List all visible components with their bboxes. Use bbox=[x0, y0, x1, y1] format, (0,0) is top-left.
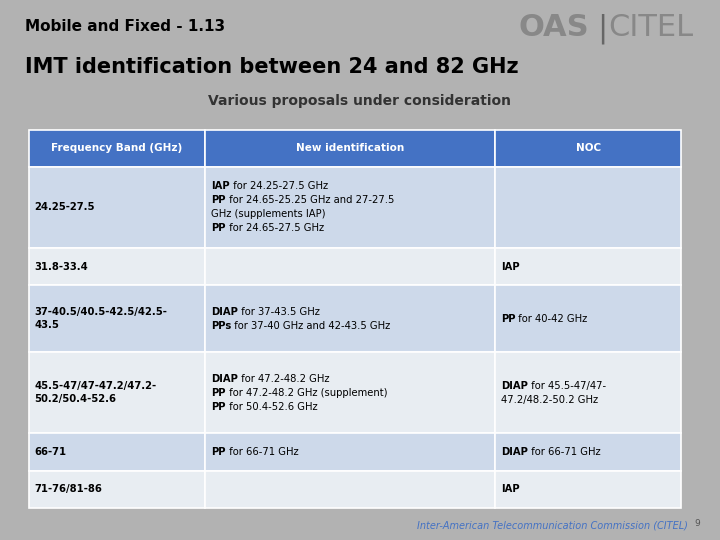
Bar bbox=[29, 285, 205, 352]
Text: 45.5-47/47-47.2/47.2-
50.2/50.4-52.6: 45.5-47/47-47.2/47.2- 50.2/50.4-52.6 bbox=[35, 381, 157, 404]
Text: PP: PP bbox=[211, 195, 225, 205]
Text: 66-71: 66-71 bbox=[35, 447, 67, 457]
Text: for 66-71 GHz: for 66-71 GHz bbox=[528, 447, 600, 457]
Text: Inter-American Telecommunication Commission (CITEL): Inter-American Telecommunication Commiss… bbox=[417, 520, 688, 530]
Text: for 37-43.5 GHz: for 37-43.5 GHz bbox=[238, 307, 320, 316]
Text: 9: 9 bbox=[694, 519, 700, 528]
Text: IMT identification between 24 and 82 GHz: IMT identification between 24 and 82 GHz bbox=[25, 57, 519, 77]
Text: DIAP: DIAP bbox=[501, 381, 528, 391]
Bar bbox=[205, 470, 495, 508]
Text: PPs: PPs bbox=[211, 321, 231, 330]
Bar bbox=[29, 167, 205, 248]
Text: for 24.65-27.5 GHz: for 24.65-27.5 GHz bbox=[225, 224, 324, 233]
Text: IAP: IAP bbox=[501, 484, 519, 494]
Text: 24.25-27.5: 24.25-27.5 bbox=[35, 202, 95, 212]
Text: PP: PP bbox=[501, 314, 516, 323]
Text: OAS: OAS bbox=[518, 14, 589, 43]
Text: for 47.2-48.2 GHz (supplement): for 47.2-48.2 GHz (supplement) bbox=[225, 388, 387, 398]
Text: 71-76/81-86: 71-76/81-86 bbox=[35, 484, 102, 494]
Text: for 47.2-48.2 GHz: for 47.2-48.2 GHz bbox=[238, 374, 330, 384]
Text: PP: PP bbox=[211, 447, 225, 457]
Bar bbox=[205, 434, 495, 470]
Bar bbox=[29, 352, 205, 434]
Bar bbox=[29, 470, 205, 508]
Bar bbox=[495, 285, 681, 352]
Bar bbox=[205, 130, 495, 167]
Text: 31.8-33.4: 31.8-33.4 bbox=[35, 262, 89, 272]
Bar bbox=[29, 248, 205, 285]
Bar bbox=[495, 352, 681, 434]
Text: for 50.4-52.6 GHz: for 50.4-52.6 GHz bbox=[225, 402, 318, 412]
Text: DIAP: DIAP bbox=[211, 307, 238, 316]
Bar bbox=[495, 248, 681, 285]
Bar bbox=[205, 167, 495, 248]
Text: PP: PP bbox=[211, 224, 225, 233]
Text: 47.2/48.2-50.2 GHz: 47.2/48.2-50.2 GHz bbox=[501, 395, 598, 405]
Text: 37-40.5/40.5-42.5/42.5-
43.5: 37-40.5/40.5-42.5/42.5- 43.5 bbox=[35, 307, 168, 330]
Text: NOC: NOC bbox=[576, 143, 600, 153]
Bar bbox=[495, 167, 681, 248]
Bar bbox=[205, 285, 495, 352]
Text: IAP: IAP bbox=[211, 181, 230, 191]
Bar bbox=[29, 434, 205, 470]
Text: for 40-42 GHz: for 40-42 GHz bbox=[516, 314, 588, 323]
Text: IAP: IAP bbox=[501, 262, 519, 272]
Bar bbox=[495, 470, 681, 508]
Text: DIAP: DIAP bbox=[211, 374, 238, 384]
Text: PP: PP bbox=[211, 388, 225, 398]
Bar bbox=[29, 130, 205, 167]
Text: PP: PP bbox=[211, 402, 225, 412]
Text: Frequency Band (GHz): Frequency Band (GHz) bbox=[51, 143, 183, 153]
Text: DIAP: DIAP bbox=[501, 447, 528, 457]
Bar bbox=[205, 248, 495, 285]
Text: Mobile and Fixed - 1.13: Mobile and Fixed - 1.13 bbox=[25, 19, 225, 34]
Text: Various proposals under consideration: Various proposals under consideration bbox=[209, 94, 511, 109]
Text: for 45.5-47/47-: for 45.5-47/47- bbox=[528, 381, 606, 391]
Text: GHz (supplements IAP): GHz (supplements IAP) bbox=[211, 210, 325, 219]
Text: for 24.25-27.5 GHz: for 24.25-27.5 GHz bbox=[230, 181, 328, 191]
Text: CITEL: CITEL bbox=[608, 14, 693, 43]
Text: for 37-40 GHz and 42-43.5 GHz: for 37-40 GHz and 42-43.5 GHz bbox=[231, 321, 390, 330]
Text: New identification: New identification bbox=[296, 143, 404, 153]
Bar bbox=[205, 352, 495, 434]
Text: |: | bbox=[598, 14, 608, 44]
Bar bbox=[495, 434, 681, 470]
Text: for 24.65-25.25 GHz and 27-27.5: for 24.65-25.25 GHz and 27-27.5 bbox=[225, 195, 394, 205]
Text: for 66-71 GHz: for 66-71 GHz bbox=[225, 447, 298, 457]
Bar bbox=[495, 130, 681, 167]
